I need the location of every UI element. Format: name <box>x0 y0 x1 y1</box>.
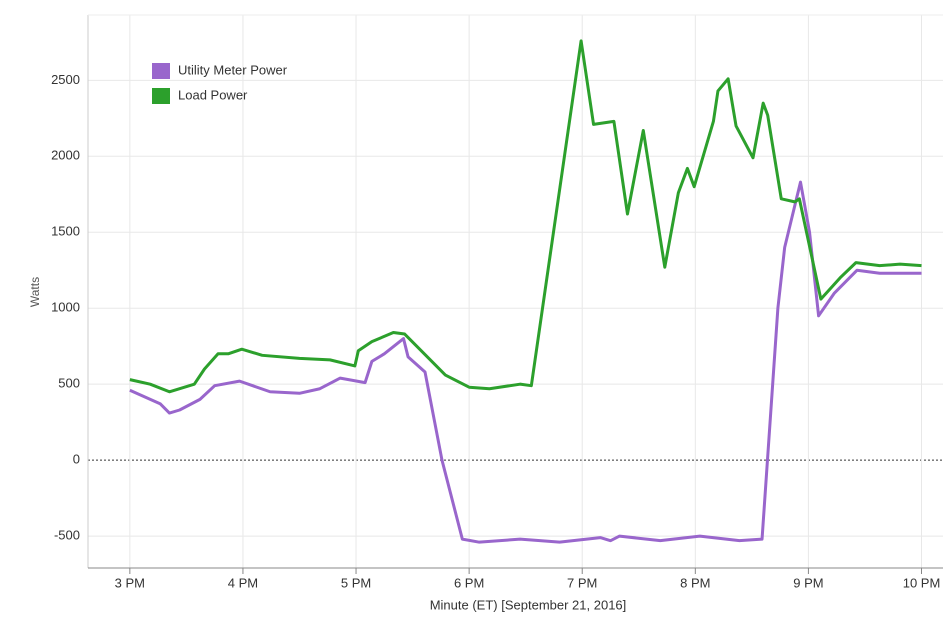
x-tick-label: 9 PM <box>793 575 823 590</box>
legend-swatch <box>152 88 170 104</box>
legend-label: Load Power <box>178 87 248 102</box>
series-line <box>129 39 922 394</box>
x-tick-label: 10 PM <box>903 575 941 590</box>
x-axis-label: Minute (ET) [September 21, 2016] <box>430 597 627 612</box>
series-line <box>129 180 922 544</box>
legend-label: Utility Meter Power <box>178 62 288 77</box>
y-tick-label: 2500 <box>51 72 80 87</box>
x-tick-label: 7 PM <box>567 575 597 590</box>
y-tick-label: 1500 <box>51 224 80 239</box>
legend-swatch <box>152 63 170 79</box>
y-tick-label: -500 <box>54 528 80 543</box>
y-tick-label: 1000 <box>51 300 80 315</box>
x-tick-label: 3 PM <box>115 575 145 590</box>
x-tick-label: 6 PM <box>454 575 484 590</box>
y-tick-label: 0 <box>73 452 80 467</box>
y-tick-label: 500 <box>58 376 80 391</box>
y-tick-label: 2000 <box>51 148 80 163</box>
x-tick-label: 8 PM <box>680 575 710 590</box>
x-tick-label: 4 PM <box>228 575 258 590</box>
x-tick-label: 5 PM <box>341 575 371 590</box>
y-axis-label: Watts <box>28 277 42 307</box>
